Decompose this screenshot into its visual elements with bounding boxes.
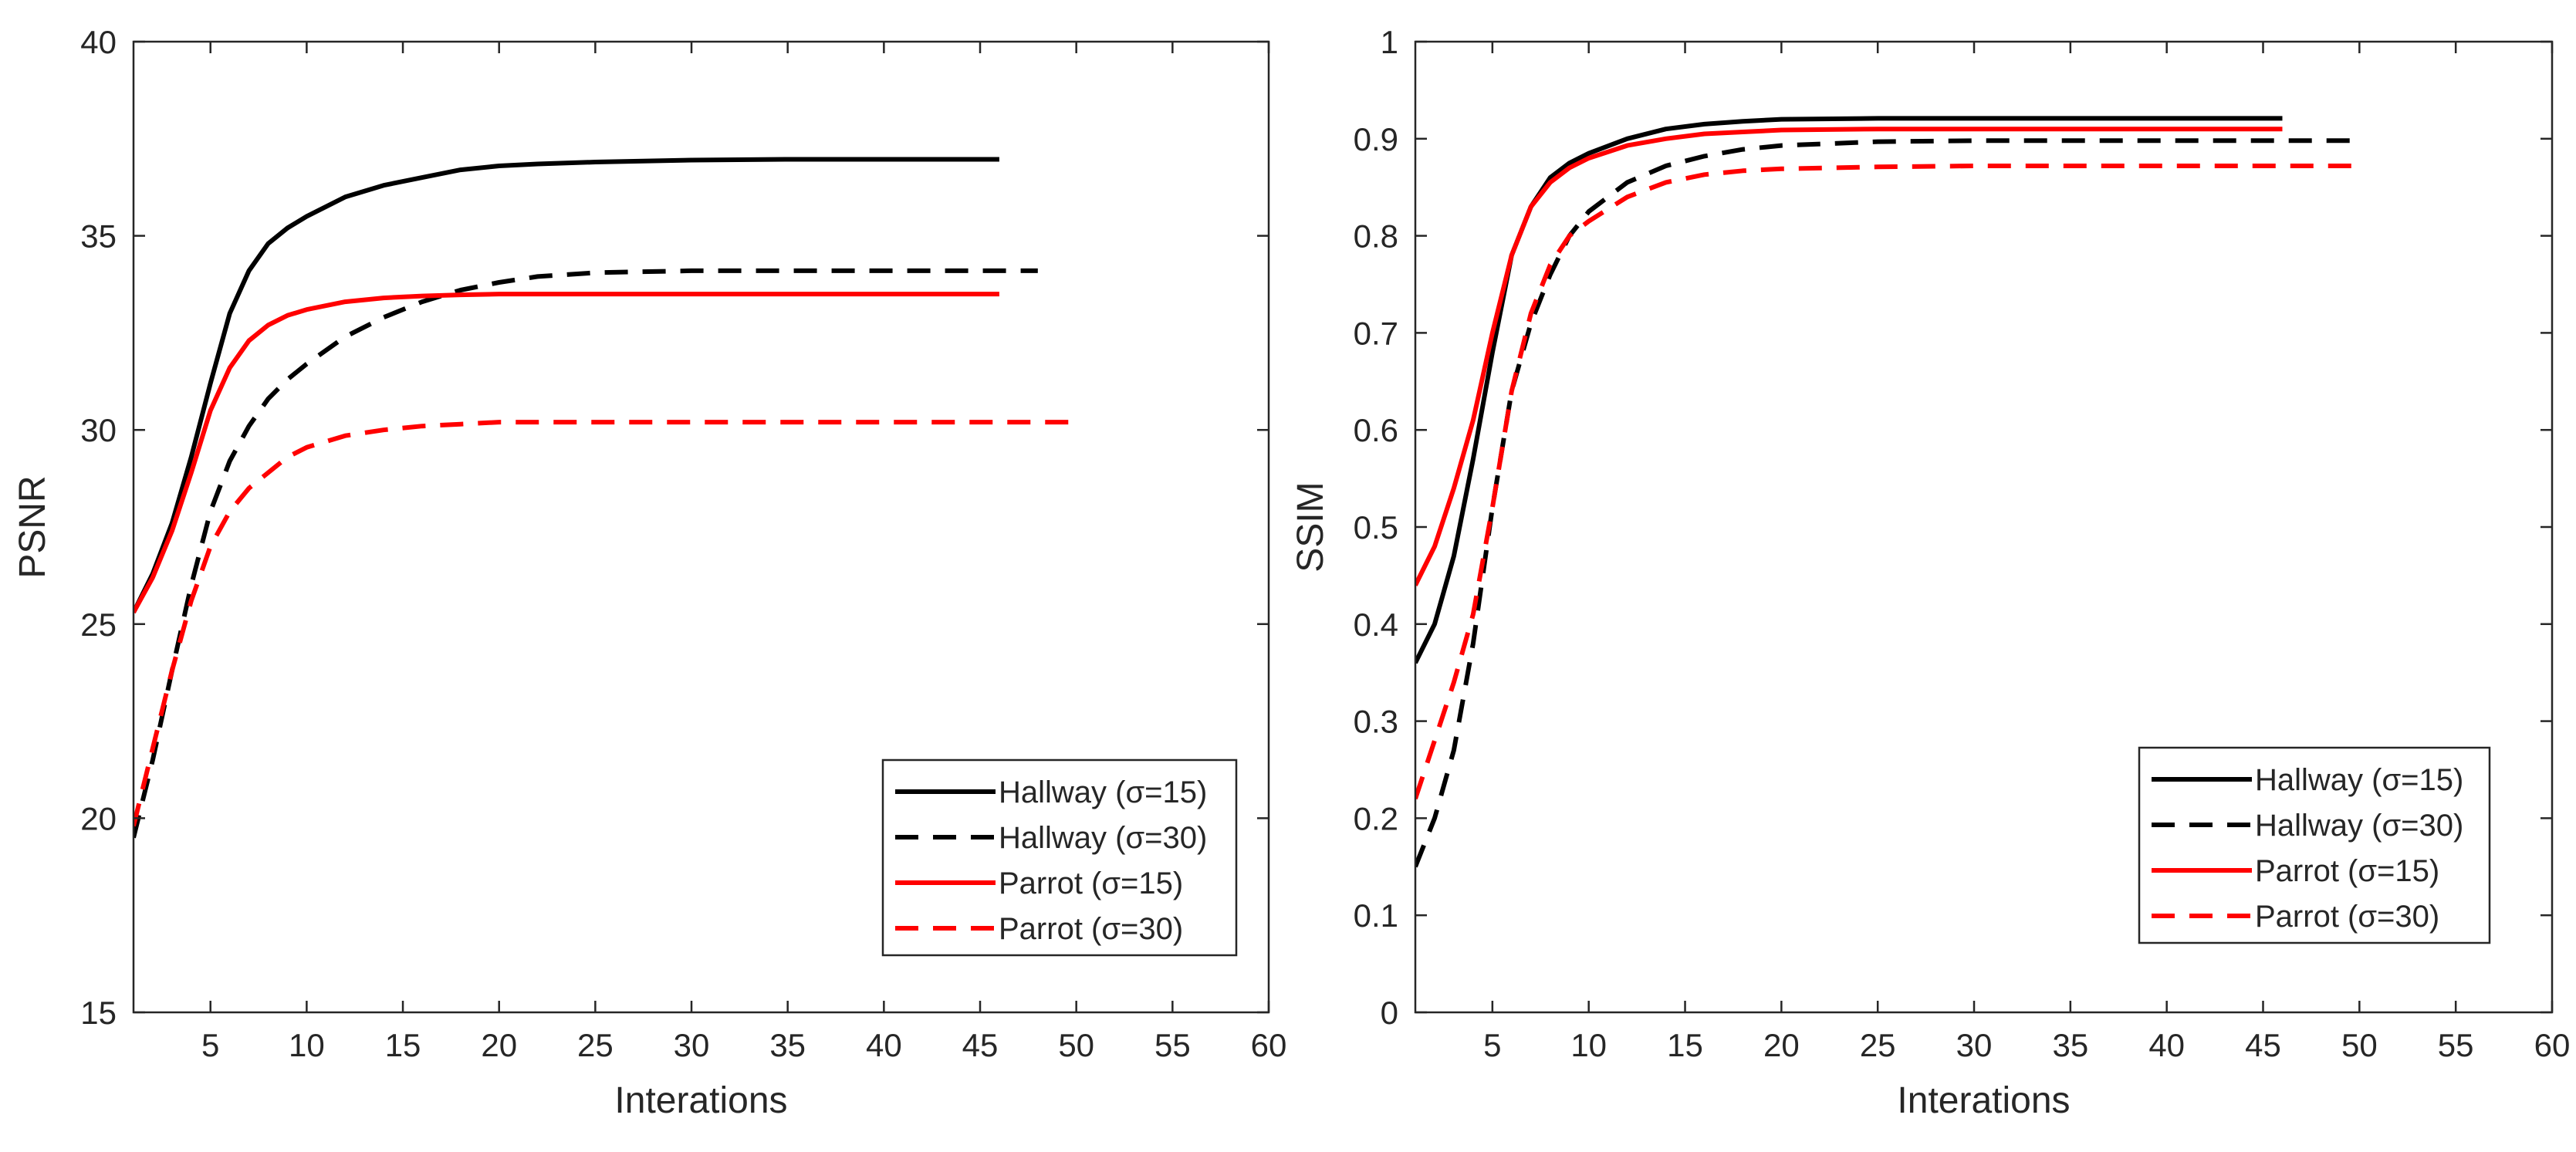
- x-tick-label: 5: [201, 1027, 219, 1063]
- y-tick-label: 1: [1381, 24, 1398, 60]
- x-tick-label: 50: [1058, 1027, 1094, 1063]
- x-tick-label: 35: [2052, 1027, 2088, 1063]
- y-tick-label: 0.2: [1354, 800, 1398, 836]
- legend-label-2: Parrot (σ=15): [999, 867, 1183, 900]
- series-line-0: [1415, 116, 2283, 664]
- series-line-3: [1415, 164, 2360, 800]
- y-tick-label: 0.3: [1354, 704, 1398, 740]
- x-tick-label: 30: [674, 1027, 710, 1063]
- y-tick-label: 0.7: [1354, 315, 1398, 351]
- x-tick-label: 40: [2148, 1027, 2185, 1063]
- x-tick-label: 60: [1251, 1027, 1287, 1063]
- y-tick-label: 15: [80, 995, 117, 1031]
- y-axis-label: PSNR: [12, 475, 53, 578]
- y-tick-label: 25: [80, 606, 117, 643]
- x-tick-label: 35: [769, 1027, 806, 1063]
- legend-label-1: Hallway (σ=30): [2255, 809, 2463, 843]
- y-tick-label: 30: [80, 412, 117, 448]
- x-tick-label: 60: [2534, 1027, 2571, 1063]
- y-tick-label: 0: [1381, 995, 1398, 1031]
- series-line-3: [134, 420, 1077, 827]
- x-tick-label: 45: [2245, 1027, 2281, 1063]
- x-tick-label: 5: [1483, 1027, 1501, 1063]
- legend: Hallway (σ=15) Hallway (σ=30) Parrot (σ=15…: [881, 758, 1238, 957]
- x-tick-label: 40: [866, 1027, 902, 1063]
- chart-panel-0: 5 10 15 20 25 30 35 40 45 50 55 60 15 20 25 30 35 40 Inter…: [12, 24, 1286, 1121]
- x-tick-label: 15: [1667, 1027, 1703, 1063]
- legend-label-2: Parrot (σ=15): [2255, 854, 2439, 888]
- x-tick-label: 20: [1763, 1027, 1800, 1063]
- y-axis-label: SSIM: [1290, 481, 1331, 572]
- x-tick-label: 20: [481, 1027, 517, 1063]
- y-tick-label: 0.8: [1354, 218, 1398, 255]
- x-tick-label: 10: [289, 1027, 325, 1063]
- legend-label-0: Hallway (σ=15): [2255, 763, 2463, 797]
- x-tick-label: 55: [1154, 1027, 1191, 1063]
- x-axis-label: Interations: [614, 1080, 787, 1121]
- legend: Hallway (σ=15) Hallway (σ=30) Parrot (σ=15…: [2138, 746, 2491, 944]
- y-tick-label: 0.4: [1354, 606, 1398, 643]
- y-tick-label: 20: [80, 800, 117, 836]
- series-line-2: [134, 292, 999, 614]
- y-tick-label: 0.6: [1354, 412, 1398, 448]
- x-tick-label: 25: [577, 1027, 614, 1063]
- series-line-1: [134, 268, 1038, 839]
- series-line-0: [134, 157, 999, 614]
- chart-panel-1: 5 10 15 20 25 30 35 40 45 50 55 60 0 0.1 0.2 0.3 0.4 0.5 0…: [1290, 24, 2570, 1121]
- x-tick-label: 25: [1860, 1027, 1896, 1063]
- x-tick-label: 10: [1570, 1027, 1607, 1063]
- series-line-2: [1415, 127, 2283, 586]
- legend-label-0: Hallway (σ=15): [999, 775, 1207, 809]
- y-tick-label: 0.5: [1354, 509, 1398, 546]
- x-tick-label: 55: [2438, 1027, 2474, 1063]
- x-axis-label: Interations: [1897, 1080, 2070, 1121]
- series-line-1: [1415, 138, 2360, 868]
- legend-label-1: Hallway (σ=30): [999, 821, 1207, 855]
- y-tick-label: 35: [80, 218, 117, 255]
- x-tick-label: 45: [962, 1027, 999, 1063]
- y-tick-label: 40: [80, 24, 117, 60]
- x-tick-label: 50: [2341, 1027, 2378, 1063]
- legend-label-3: Parrot (σ=30): [999, 912, 1183, 946]
- legend-label-3: Parrot (σ=30): [2255, 900, 2439, 934]
- y-tick-label: 0.9: [1354, 121, 1398, 157]
- x-tick-label: 30: [1956, 1027, 1993, 1063]
- axes-box: [132, 40, 1270, 1014]
- x-tick-label: 15: [385, 1027, 421, 1063]
- y-tick-label: 0.1: [1354, 897, 1398, 934]
